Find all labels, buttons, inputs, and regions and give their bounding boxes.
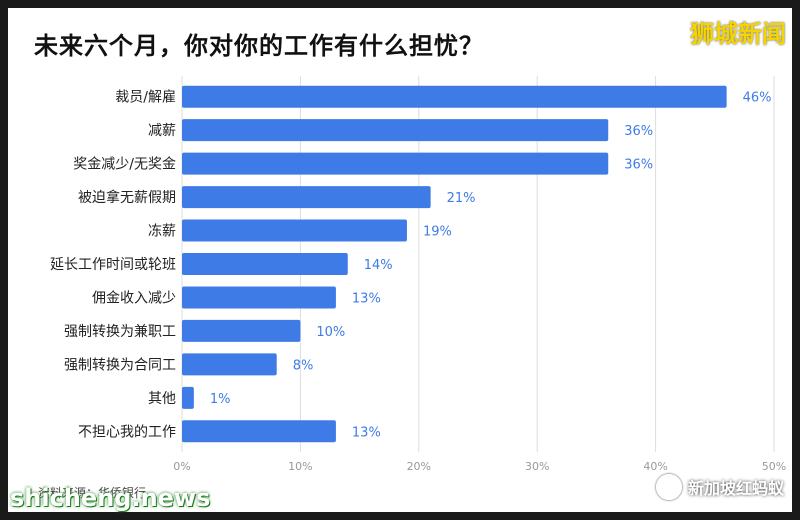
- data-label: 13%: [352, 425, 381, 440]
- category-label: 不担心我的工作: [78, 424, 176, 440]
- bar: [182, 386, 194, 409]
- category-label: 强制转换为兼职工: [64, 323, 176, 340]
- x-tick-label: 10%: [288, 460, 312, 473]
- category-label: 冻薪: [148, 223, 176, 240]
- bar: [182, 85, 727, 108]
- chart-card: 未来六个月，你对你的工作有什么担忧？ 0% 10% 20% 30% 40% 50% 裁员/解…: [8, 8, 792, 512]
- bar: [182, 152, 609, 175]
- bar: [182, 353, 277, 376]
- data-label: 36%: [624, 158, 653, 173]
- x-tick-label: 40%: [643, 460, 667, 473]
- wechat-icon: [655, 474, 682, 500]
- data-label: 21%: [447, 191, 476, 206]
- data-label: 14%: [364, 258, 393, 273]
- data-label: 10%: [316, 325, 345, 340]
- data-label: 36%: [624, 124, 653, 139]
- bar: [182, 119, 609, 142]
- site-logo: shicheng.news: [10, 484, 211, 512]
- chart-title: 未来六个月，你对你的工作有什么担忧？: [34, 32, 484, 60]
- category-label: 减薪: [148, 123, 176, 139]
- category-label: 被迫拿无薪假期: [78, 189, 176, 206]
- data-label: 19%: [423, 225, 452, 240]
- x-tick-label: 20%: [407, 460, 431, 473]
- data-label: 46%: [743, 91, 772, 106]
- data-label: 13%: [352, 291, 381, 306]
- bar: [182, 286, 336, 309]
- bar: [182, 420, 336, 443]
- category-label: 裁员/解雇: [115, 89, 176, 106]
- watermark-logo: 狮城新闻: [690, 20, 786, 48]
- category-label: 佣金收入减少: [92, 290, 176, 306]
- data-label: 8%: [293, 358, 314, 373]
- x-tick-label: 30%: [525, 460, 549, 473]
- bar: [182, 219, 407, 242]
- category-label: 延长工作时间或轮班: [50, 257, 176, 273]
- data-label: 1%: [210, 392, 231, 407]
- wechat-label: 新加坡红蚂蚁: [687, 479, 784, 498]
- category-label: 奖金减少/无奖金: [73, 156, 176, 173]
- x-tick-label: 50%: [762, 460, 786, 473]
- x-tick-label: 0%: [173, 460, 190, 473]
- bar: [182, 319, 301, 342]
- wechat-badge: 新加坡红蚂蚁: [655, 474, 784, 500]
- bar: [182, 253, 348, 275]
- category-label: 强制转换为合同工: [64, 356, 176, 373]
- category-label: 其他: [148, 391, 176, 407]
- bar-chart: 0% 10% 20% 30% 40% 50% 裁员/解雇 46% 减薪 36% 奖金减少/无奖金 36…: [50, 76, 786, 473]
- bar: [182, 186, 431, 209]
- source-note: 资料来源：华侨银行: [38, 486, 147, 500]
